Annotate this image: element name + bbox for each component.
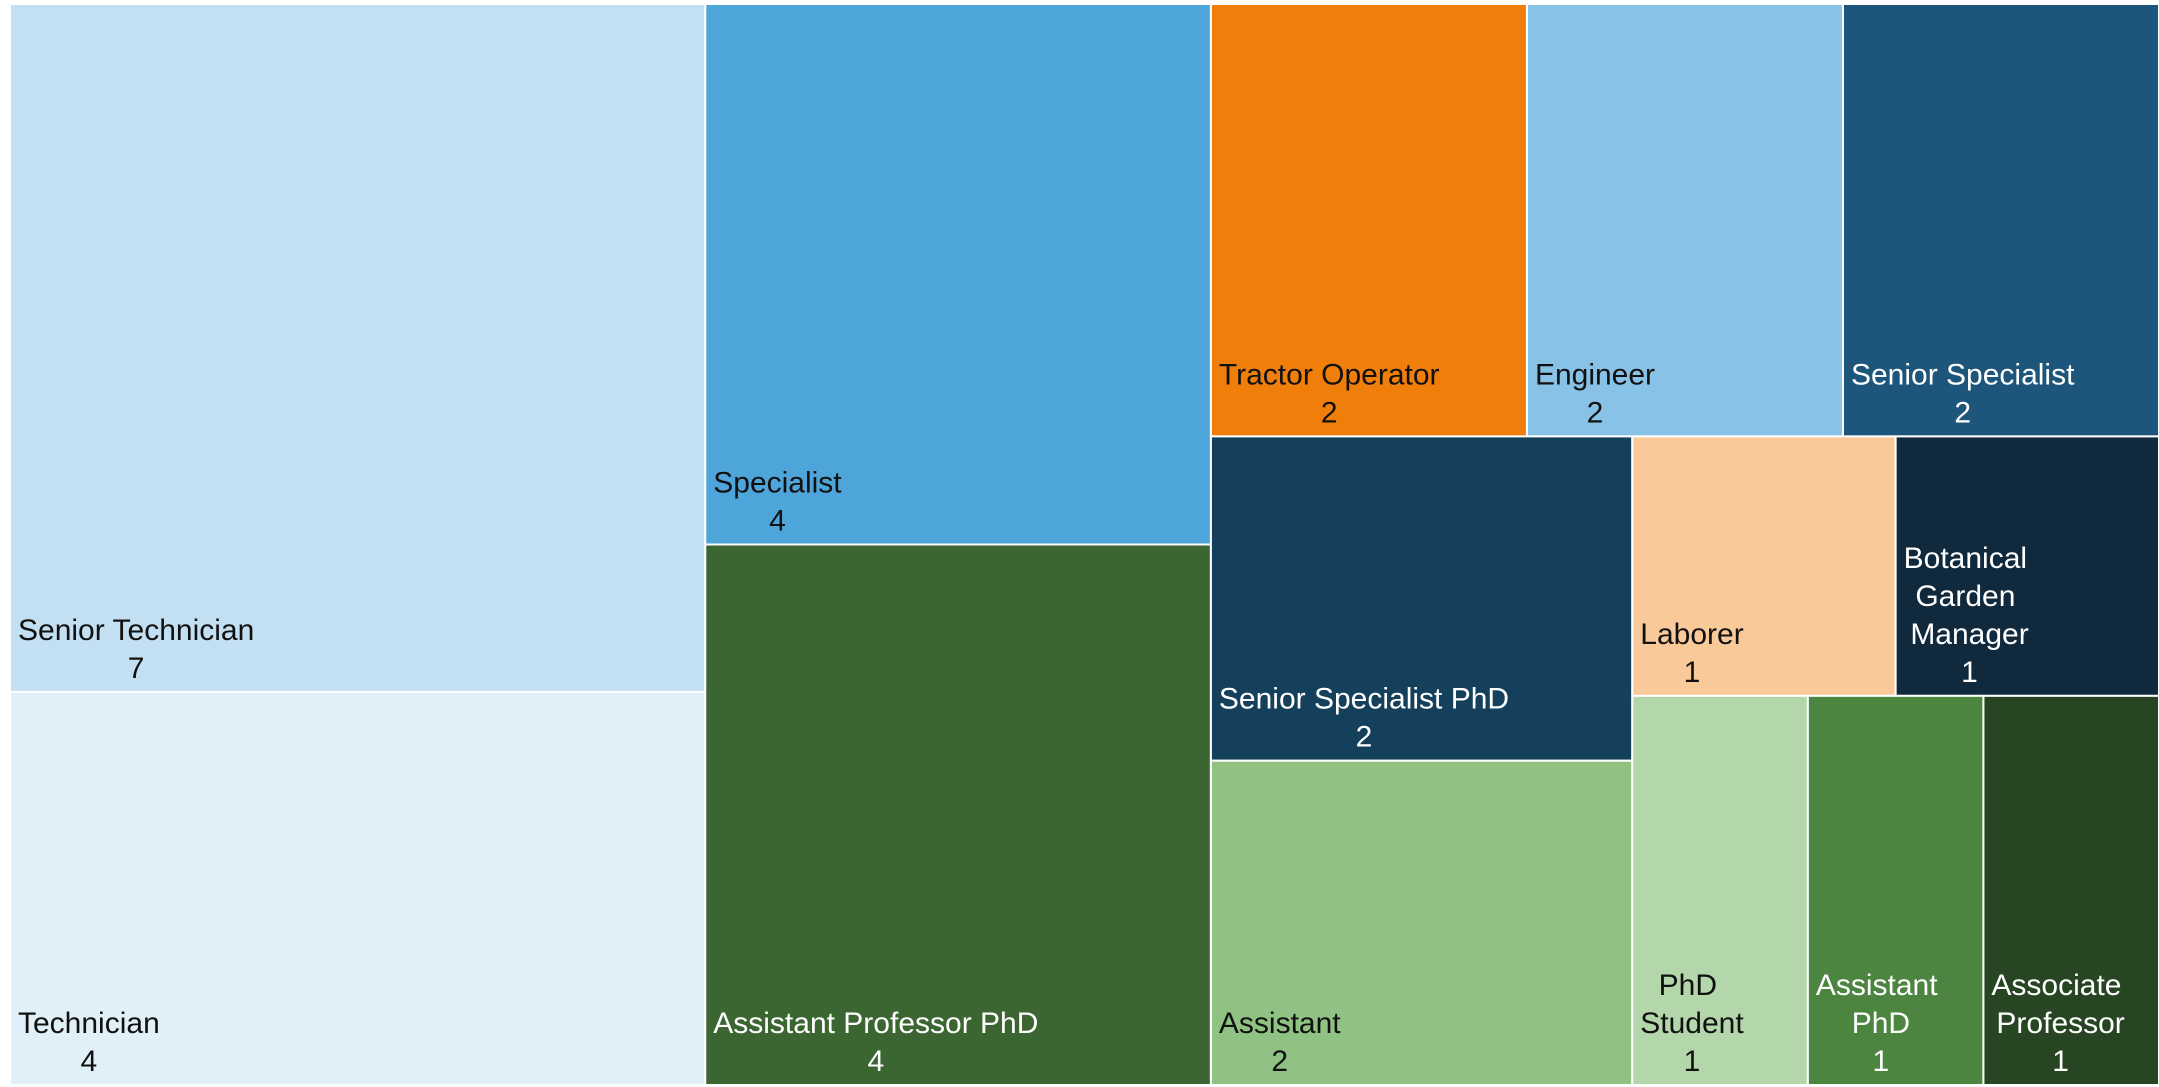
cell-value: 2 [1271,1045,1288,1078]
cell-value: 2 [1954,396,1971,429]
cell-name-line: Botanical [1904,542,2036,575]
treemap-cell [1806,694,1985,1087]
cell-name: Senior Technician [18,614,254,647]
cell-name: Senior Specialist [1851,358,2075,391]
treemap-cell [1894,435,2159,697]
cell-name-line: Specialist [713,467,842,500]
cell-value: 1 [1961,656,1978,689]
cell-value: 1 [1873,1045,1890,1078]
cell-label: Assistant PhD 1 [1816,969,1946,1078]
cell-name-line: Senior Specialist [1851,358,2075,391]
cell-label: Senior Specialist 2 [1851,358,2075,429]
cell-label: Senior Specialist PhD 2 [1219,683,1509,754]
cell-value: 1 [2052,1045,2069,1078]
cell-name-line: Assistant Professor PhD [713,1007,1038,1040]
cell-label: Associate Professor 1 [1991,969,2129,1078]
cell-name: Technician [18,1007,160,1040]
cell-name-line: PhD [1852,1007,1910,1040]
cell-name-line: Assistant [1816,969,1946,1002]
treemap-cell [1841,3,2159,438]
cell-value: 1 [1684,656,1701,689]
cell-label: Technician 4 [18,1007,160,1078]
cell-value: 2 [1587,396,1604,429]
cell-name-line: Tractor Operator [1219,358,1440,391]
cell-name-line: Technician [18,1007,160,1040]
treemap-cell [1631,435,1897,697]
cell-label: PhD Student 1 [1640,969,1744,1078]
cell-name: Assistant PhD [1816,969,1946,1040]
treemap-cell [704,3,1212,546]
cell-name-line: Senior Specialist PhD [1219,683,1509,716]
cell-label: Botanical Garden Manager 1 [1904,542,2036,689]
cell-name: PhD Student [1640,969,1744,1040]
cell-name: Associate Professor [1991,969,2129,1040]
cell-name-line: Associate [1991,969,2129,1002]
cell-name: Laborer [1640,618,1743,651]
cell-label: Tractor Operator 2 [1219,358,1440,429]
cell-name: Assistant [1219,1007,1341,1040]
cell-name-line: Senior Technician [18,614,254,647]
cell-name-line: Engineer [1535,358,1655,391]
cell-value: 2 [1321,396,1338,429]
cell-label: Specialist 4 [713,467,842,538]
cell-name-line: Laborer [1640,618,1743,651]
treemap-cell [704,543,1212,1086]
cell-value: 4 [769,505,786,538]
cell-value: 7 [128,652,145,685]
treemap-cell [1982,694,2159,1087]
cell-name: Senior Specialist PhD [1219,683,1509,716]
cell-name: Botanical Garden Manager [1904,542,2036,651]
treemap-cell [1525,3,1844,438]
cell-name: Assistant Professor PhD [713,1007,1038,1040]
treemap-cell [1209,3,1528,438]
treemap-cell [1631,694,1809,1087]
cell-label: Engineer 2 [1535,358,1655,429]
cell-name-line: Student [1640,1007,1744,1040]
cell-name-line: PhD [1659,969,1726,1002]
cell-label: Assistant 2 [1219,1007,1341,1078]
cell-label: Senior Technician 7 [18,614,254,685]
treemap-cell [1209,435,1634,762]
cell-name-line: Professor [1996,1007,2124,1040]
cell-name-line: Assistant [1219,1007,1341,1040]
cell-name-line: Garden [1915,580,2023,613]
cell-value: 4 [867,1045,884,1078]
cell-value: 1 [1684,1045,1701,1078]
cell-label: Assistant Professor PhD 4 [713,1007,1038,1078]
treemap-cell [1209,759,1634,1086]
cell-name: Specialist [713,467,842,500]
cell-name-line: Manager [1910,618,2028,651]
cell-name: Tractor Operator [1219,358,1440,391]
cell-name: Engineer [1535,358,1655,391]
cell-value: 2 [1356,721,1373,754]
cell-label: Laborer 1 [1640,618,1743,689]
cell-value: 4 [81,1045,98,1078]
treemap-cell [9,3,707,693]
